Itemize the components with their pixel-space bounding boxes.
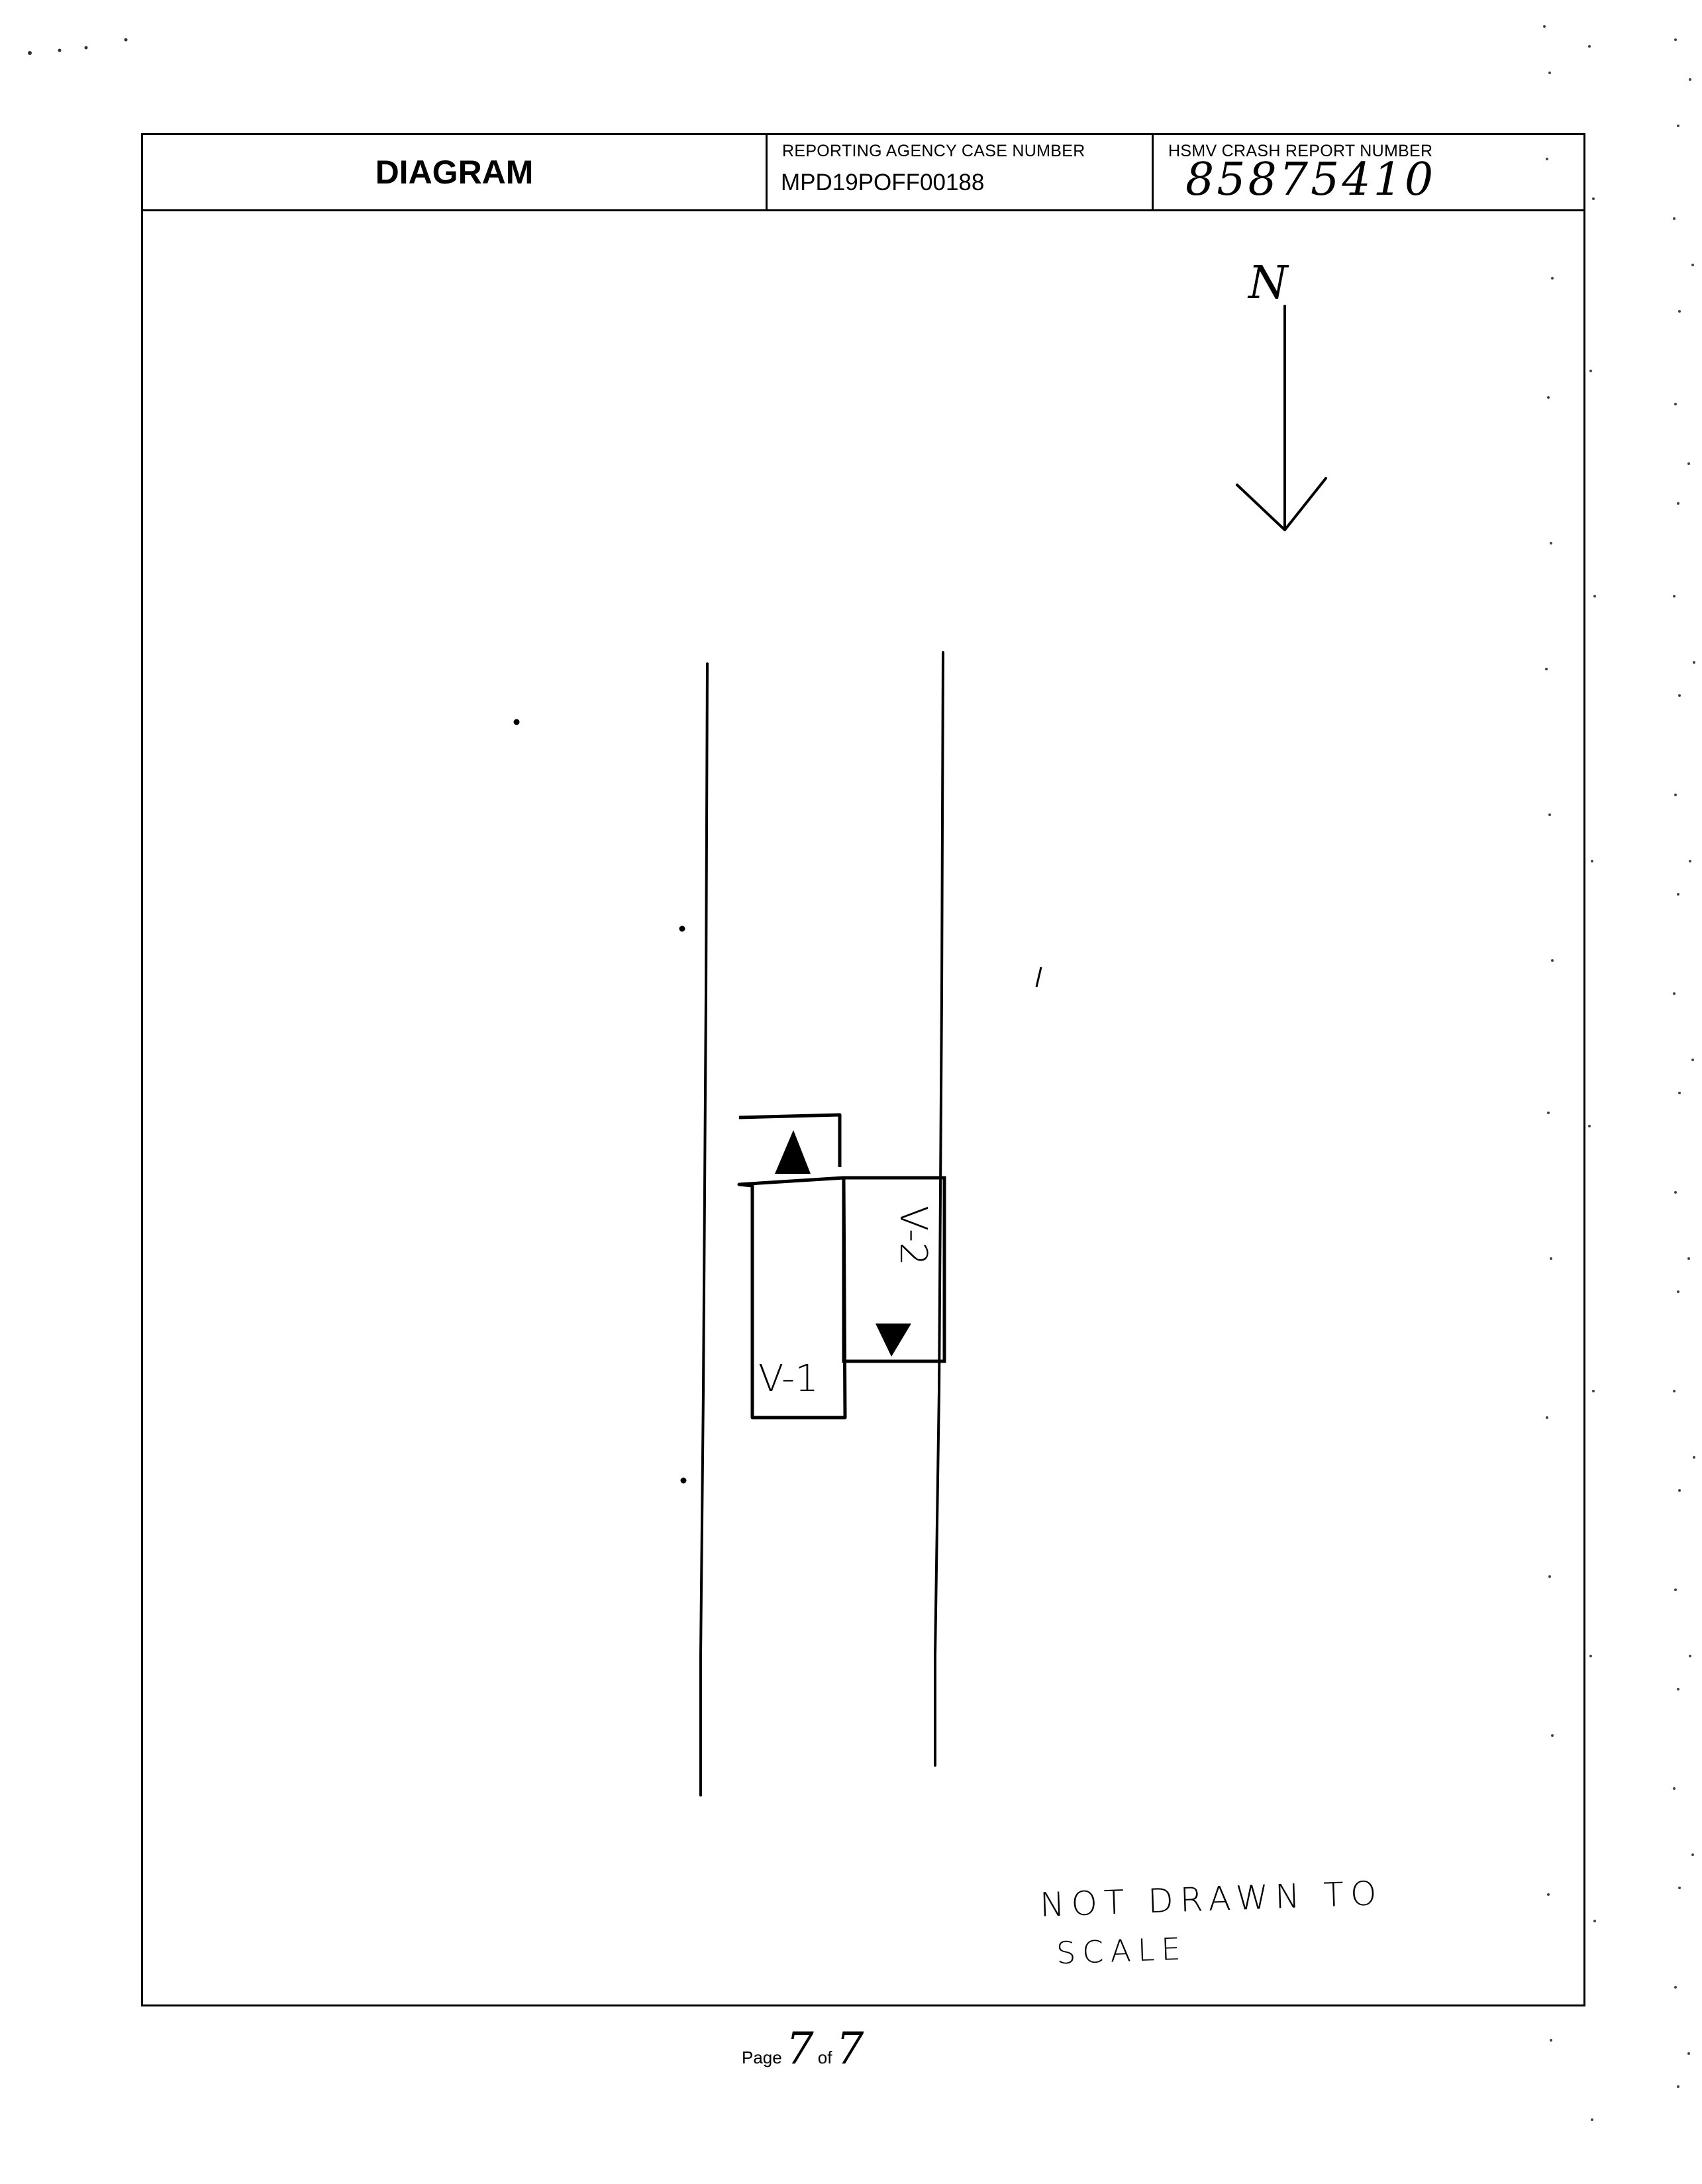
crash-report-cell: HSMV CRASH REPORT NUMBER 85875410: [1152, 135, 1585, 209]
page-footer: Page 7 of 7: [742, 2027, 864, 2071]
vehicle-2-label: V-2: [891, 1206, 934, 1266]
road-edge-right: [934, 651, 944, 1767]
scan-edge-marks: [1543, 25, 1695, 2121]
case-number-cell: REPORTING AGENCY CASE NUMBER MPD19POFF00…: [766, 135, 1152, 209]
diagram-form: DIAGRAM REPORTING AGENCY CASE NUMBER MPD…: [141, 133, 1585, 2006]
form-header: DIAGRAM REPORTING AGENCY CASE NUMBER MPD…: [143, 135, 1583, 211]
scan-corner-marks: [28, 38, 128, 55]
case-number-value: MPD19POFF00188: [781, 170, 985, 195]
road-edge-left: [699, 662, 709, 1796]
page-total: 7: [836, 2023, 864, 2074]
road-edges: [699, 651, 944, 1796]
north-arrow-icon: [1236, 305, 1327, 531]
vehicle-1-direction-icon: [775, 1130, 811, 1174]
page-current: 7: [785, 2023, 814, 2074]
stray-marks: [513, 719, 1042, 1484]
north-label: N: [1247, 257, 1289, 309]
scale-note: SCALE: [1056, 1930, 1188, 1971]
case-number-label: REPORTING AGENCY CASE NUMBER: [782, 142, 1085, 160]
vehicle-1-label: V-1: [758, 1357, 819, 1400]
crash-report-value: 85875410: [1185, 154, 1436, 206]
crash-report-label: HSMV CRASH REPORT NUMBER: [1168, 142, 1433, 160]
vehicle-2-direction-icon: [876, 1324, 911, 1357]
vehicle-1: V-1: [737, 1113, 847, 1420]
of-word: of: [817, 2048, 832, 2067]
diagram-title: DIAGRAM: [375, 154, 534, 191]
page-word: Page: [742, 2048, 782, 2067]
vehicle-2: V-2: [842, 1176, 946, 1363]
